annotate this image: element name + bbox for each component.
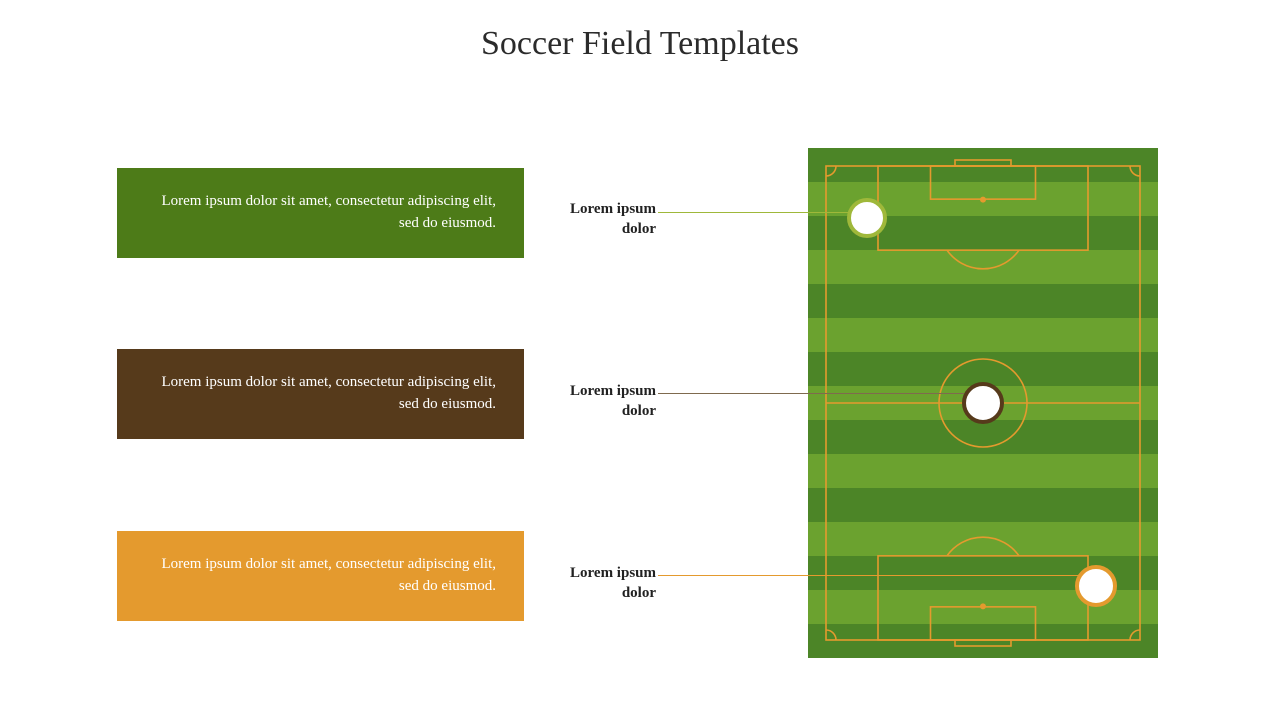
info-box-3: Lorem ipsum dolor sit amet, consectetur … bbox=[117, 531, 524, 621]
connector-line-3 bbox=[658, 575, 1078, 576]
callout-label-2: Lorem ipsum dolor bbox=[546, 382, 656, 421]
field-marker-2 bbox=[962, 382, 1004, 424]
info-box-text: Lorem ipsum dolor sit amet, consectetur … bbox=[145, 554, 496, 598]
info-box-1: Lorem ipsum dolor sit amet, consectetur … bbox=[117, 168, 524, 258]
callout-label-1: Lorem ipsum dolor bbox=[546, 200, 656, 239]
connector-line-1 bbox=[658, 212, 851, 213]
callout-label-3: Lorem ipsum dolor bbox=[546, 564, 656, 603]
connector-line-2 bbox=[658, 393, 964, 394]
info-box-text: Lorem ipsum dolor sit amet, consectetur … bbox=[145, 372, 496, 416]
slide-canvas: Soccer Field Templates Lorem ipsum dolor… bbox=[0, 0, 1280, 720]
info-box-2: Lorem ipsum dolor sit amet, consectetur … bbox=[117, 349, 524, 439]
slide-title: Soccer Field Templates bbox=[0, 25, 1280, 63]
info-box-text: Lorem ipsum dolor sit amet, consectetur … bbox=[145, 191, 496, 235]
field-marker-1 bbox=[847, 198, 887, 238]
field-marker-3 bbox=[1075, 565, 1117, 607]
